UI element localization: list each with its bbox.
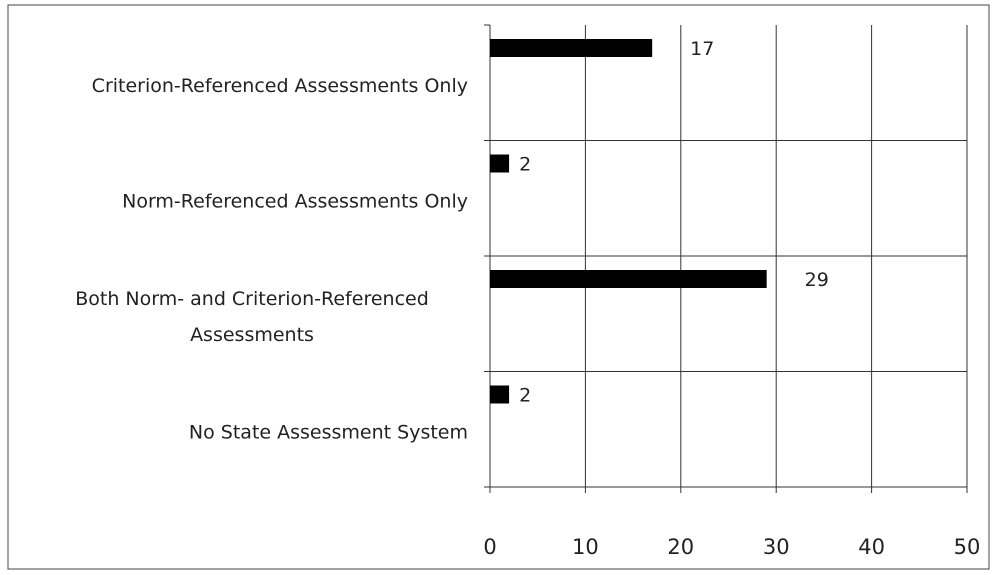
category-label: No State Assessment System bbox=[189, 422, 468, 444]
x-tick-label: 20 bbox=[667, 535, 694, 559]
category-label: Both Norm- and Criterion-Referenced Asses… bbox=[75, 288, 429, 346]
data-label: 29 bbox=[805, 269, 829, 291]
bar bbox=[490, 270, 767, 288]
chart-border bbox=[7, 4, 990, 570]
x-tick-label: 40 bbox=[858, 535, 885, 559]
x-tick-label: 30 bbox=[763, 535, 790, 559]
x-tick-label: 0 bbox=[483, 535, 496, 559]
bar bbox=[490, 154, 510, 173]
category-label: Norm-Referenced Assessments Only bbox=[122, 191, 468, 213]
bar bbox=[490, 39, 653, 57]
data-label: 17 bbox=[690, 38, 714, 60]
data-label: 2 bbox=[519, 154, 531, 176]
category-label: Criterion-Referenced Assessments Only bbox=[92, 75, 468, 97]
data-label: 2 bbox=[519, 385, 531, 407]
x-tick-label: 10 bbox=[572, 535, 599, 559]
x-tick-label: 50 bbox=[954, 535, 981, 559]
bar bbox=[490, 385, 510, 404]
